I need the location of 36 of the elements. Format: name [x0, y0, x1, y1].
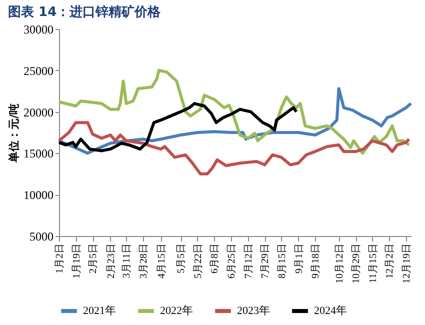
x-tick-label: 10月29日 [351, 244, 362, 284]
x-tick-label: 8月15日 [276, 244, 288, 278]
legend-label: 2024年 [314, 305, 347, 317]
x-tick-label: 12月19日 [402, 244, 413, 284]
x-tick-label: 7月29日 [260, 244, 272, 278]
y-tick-label: 30000 [24, 22, 54, 36]
x-tick-label: 2月23日 [106, 244, 117, 278]
x-tick-label: 4月15日 [156, 244, 168, 278]
x-tick-label: 3月28日 [138, 244, 150, 278]
legend-label: 2021年 [83, 305, 116, 317]
line-series [58, 102, 298, 152]
x-tick-label: 9月1日 [294, 244, 305, 274]
line-series [58, 121, 411, 176]
x-tick-label: 3月11日 [122, 244, 133, 278]
y-tick-label: 20000 [24, 105, 54, 120]
x-tick-label: 6月8日 [210, 244, 221, 274]
x-tick-label: 1月19日 [71, 244, 82, 278]
y-axis-title: 单位：元/吨 [8, 103, 20, 164]
x-tick-label: 5月5日 [176, 244, 188, 274]
x-tick-label: 7月12日 [243, 244, 254, 278]
y-tick-label: 25000 [24, 64, 54, 78]
y-tick-label: 15000 [24, 146, 54, 161]
x-tick-label: 5月22日 [192, 244, 204, 278]
legend-label: 2023年 [237, 305, 270, 317]
chart-title: 图表 14：进口锌精矿价格 [8, 4, 162, 20]
x-tick-label: 12月2日 [384, 244, 396, 278]
legend-label: 2022年 [160, 305, 193, 317]
x-tick-label: 11月15日 [368, 244, 379, 284]
x-tick-label: 10月12日 [334, 244, 346, 284]
x-tick-label: 2月5日 [88, 244, 100, 274]
y-tick-label: 5000 [30, 230, 54, 244]
line-series [58, 68, 411, 155]
x-tick-label: 6月25日 [226, 244, 238, 278]
x-tick-label: 1月2日 [54, 244, 66, 274]
y-tick-label: 10000 [24, 188, 54, 202]
x-tick-label: 9月18日 [310, 244, 322, 278]
